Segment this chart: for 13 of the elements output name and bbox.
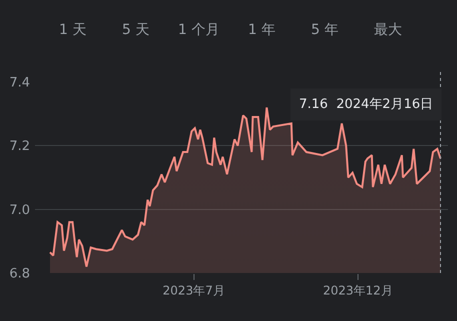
y-tick-label: 7.0 <box>9 202 30 218</box>
x-tick-label: 2023年12月 <box>322 283 393 298</box>
y-tick-label: 6.8 <box>9 266 30 282</box>
text: 1 天 <box>59 22 86 38</box>
text: 5 天 <box>122 22 150 38</box>
text: 5 年 <box>311 22 338 38</box>
text: 1 年 <box>248 22 276 38</box>
y-tick-label: 7.4 <box>9 76 30 91</box>
text: 最大 <box>374 22 402 38</box>
text: 1 个月 <box>178 22 220 38</box>
x-tick-label: 2023年7月 <box>162 283 225 298</box>
annotation: 7.16 2024年2月16日 <box>299 97 434 112</box>
y-tick-label: 7.2 <box>9 139 30 154</box>
